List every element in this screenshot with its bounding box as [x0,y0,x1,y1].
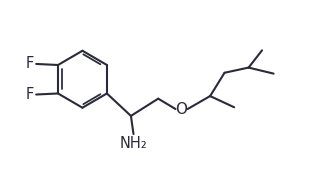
Text: F: F [26,56,34,72]
Text: F: F [26,87,34,102]
Text: NH₂: NH₂ [119,136,147,151]
Text: O: O [175,101,187,117]
